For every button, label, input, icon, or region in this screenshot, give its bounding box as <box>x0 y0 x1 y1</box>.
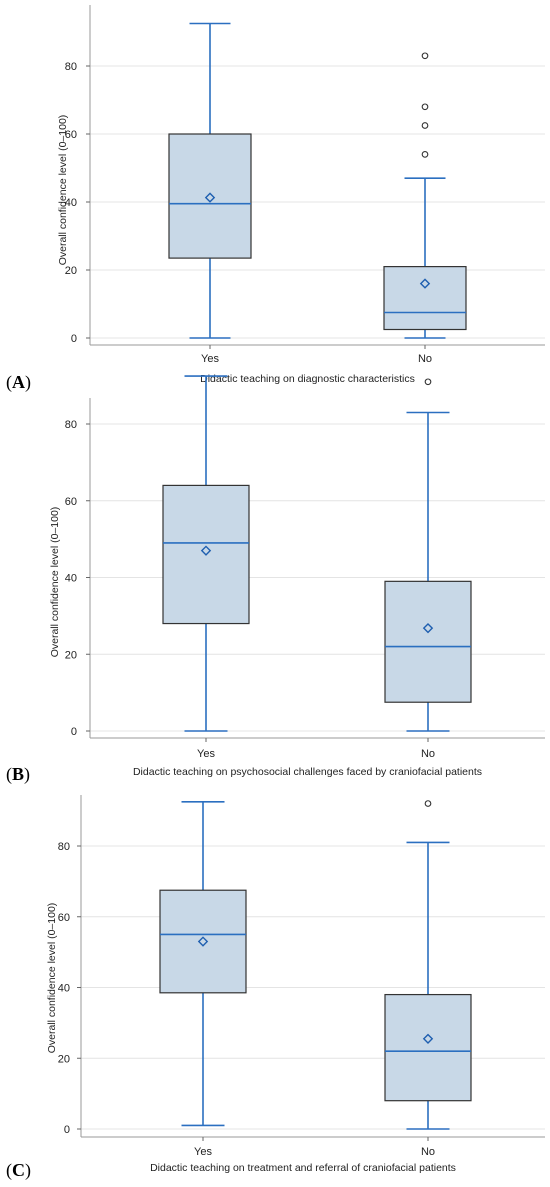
y-tick-label: 20 <box>65 649 77 661</box>
y-axis-label: Overall confidence level (0–100) <box>46 903 58 1054</box>
iqr-box <box>168 133 252 259</box>
y-tick-label: 60 <box>65 129 77 141</box>
y-tick-label: 0 <box>71 726 77 738</box>
panel-label: (B) <box>6 764 30 785</box>
panel-label: (A) <box>6 372 31 393</box>
outlier-point <box>424 378 432 386</box>
y-tick-label: 20 <box>65 265 77 277</box>
box-no <box>383 52 467 339</box>
panel-label: (C) <box>6 1160 31 1181</box>
outlier-point <box>421 103 429 111</box>
y-tick-label: 0 <box>64 1124 70 1136</box>
iqr-box <box>383 266 467 331</box>
box-yes <box>159 800 247 1127</box>
x-axis-label: Didactic teaching on treatment and refer… <box>150 1162 456 1174</box>
mean-marker <box>422 622 434 634</box>
y-axis-label: Overall confidence level (0–100) <box>57 115 69 266</box>
x-category-label: Yes <box>194 1146 212 1158</box>
outlier-point <box>424 800 432 807</box>
y-tick-label: 80 <box>58 841 70 853</box>
box-no <box>384 378 472 732</box>
iqr-box <box>159 889 247 994</box>
x-category-label: Yes <box>197 748 215 760</box>
outlier-point <box>421 151 429 158</box>
y-tick-label: 40 <box>65 573 77 585</box>
box-yes <box>162 375 250 732</box>
outlier-point <box>421 122 429 129</box>
panel-c: 0 20 40 60 80 Yes No Overall confidence level (… <box>6 795 545 1181</box>
panel-a: 0 20 40 60 80 Yes No Overall confidence level (… <box>6 5 545 393</box>
mean-marker <box>204 192 216 203</box>
y-tick-label: 20 <box>58 1053 70 1065</box>
box-no <box>384 800 472 1130</box>
mean-marker <box>200 545 212 556</box>
mean-marker <box>419 278 431 289</box>
x-category-label: No <box>421 1146 435 1158</box>
mean-marker <box>422 1033 434 1044</box>
x-axis-label: Didactic teaching on psychosocial challe… <box>133 766 482 778</box>
box-yes <box>168 22 252 339</box>
iqr-box <box>384 993 472 1102</box>
x-axis-label: Didactic teaching on diagnostic characte… <box>200 373 415 385</box>
mean-marker <box>197 936 209 947</box>
y-tick-label: 0 <box>71 333 77 345</box>
panel-b: 0 20 40 60 80 Yes No Overall confidence level (… <box>6 375 545 785</box>
y-tick-label: 60 <box>65 496 77 508</box>
y-tick-label: 40 <box>58 983 70 995</box>
outlier-point <box>421 52 429 60</box>
y-axis-label: Overall confidence level (0–100) <box>49 507 61 658</box>
x-category-label: Yes <box>201 353 219 365</box>
y-tick-label: 80 <box>65 61 77 73</box>
y-tick-label: 40 <box>65 197 77 209</box>
y-tick-label: 60 <box>58 912 70 924</box>
x-category-label: No <box>418 353 432 365</box>
iqr-box <box>384 580 472 703</box>
x-category-label: No <box>421 748 435 760</box>
y-tick-label: 80 <box>65 419 77 431</box>
